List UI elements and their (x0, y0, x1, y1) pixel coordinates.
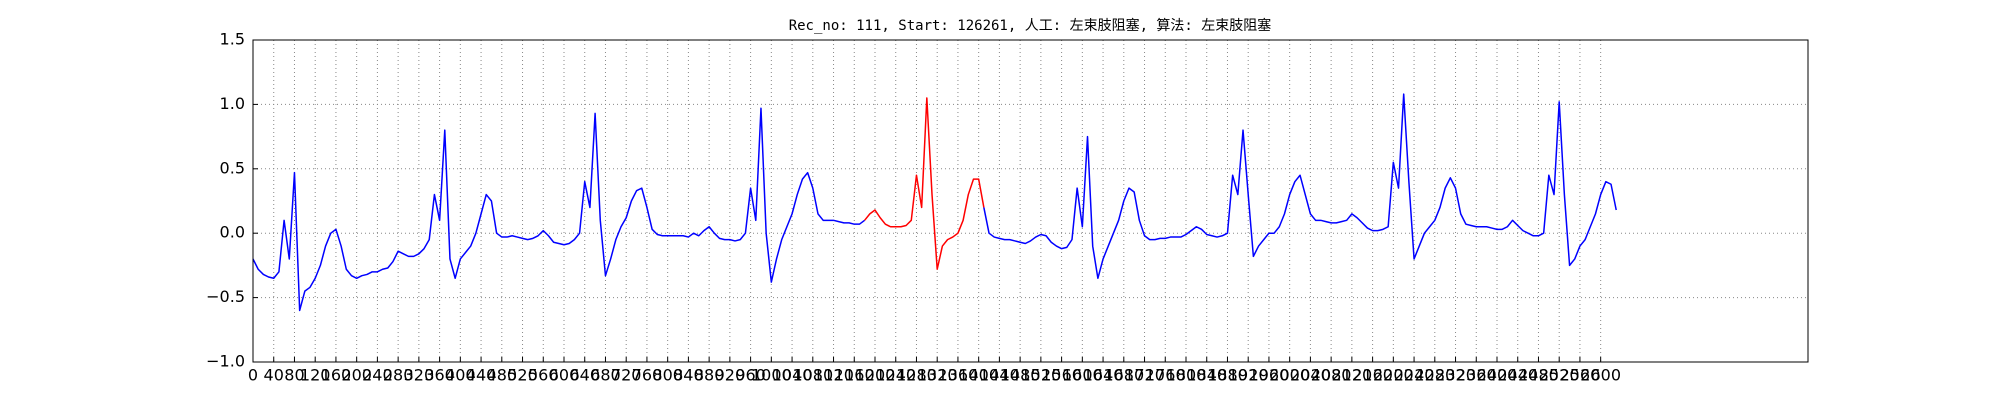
x-tick-label: 1960 (1249, 366, 1290, 385)
x-tick-label: 2200 (1373, 366, 1414, 385)
x-tick-label: 600 (549, 366, 580, 385)
x-tick-label: 520 (507, 366, 538, 385)
x-tick-label: 160 (321, 366, 352, 385)
x-tick-label: 1920 (1228, 366, 1269, 385)
x-tick-label: 1800 (1166, 366, 1207, 385)
x-tick-label: 1400 (958, 366, 999, 385)
x-tick-label: 1360 (938, 366, 979, 385)
x-tick-label: 2080 (1311, 366, 1352, 385)
x-tick-label: 1440 (979, 366, 1020, 385)
x-tick-label: 80 (284, 366, 304, 385)
x-tick-label: 1840 (1186, 366, 1227, 385)
x-tick-label: 1720 (1124, 366, 1165, 385)
x-tick-label: 800 (652, 366, 683, 385)
x-tick-label: 1000 (751, 366, 792, 385)
x-tick-label: 1200 (855, 366, 896, 385)
x-tick-label: 2120 (1332, 366, 1373, 385)
x-tick-label: 960 (735, 366, 766, 385)
x-tick-label: 200 (341, 366, 372, 385)
x-tick-label: 840 (673, 366, 704, 385)
x-tick-label: 1040 (772, 366, 813, 385)
x-tick-label: 760 (632, 366, 663, 385)
x-tick-label: 120 (300, 366, 331, 385)
x-tick-label: 360 (424, 366, 455, 385)
x-tick-label: 2400 (1477, 366, 1518, 385)
series-line (864, 97, 985, 271)
y-tick-label: −1.0 (206, 352, 245, 371)
x-tick-label: 1520 (1021, 366, 1062, 385)
x-tick-label: 480 (487, 366, 518, 385)
x-tick-label: 2000 (1269, 366, 1310, 385)
x-tick-label: 2160 (1352, 366, 1393, 385)
y-tick-label: 0.5 (220, 158, 245, 177)
y-tick-label: −0.5 (206, 287, 245, 306)
x-tick-label: 1760 (1145, 366, 1186, 385)
x-tick-label: 1600 (1062, 366, 1103, 385)
x-tick-label: 2320 (1435, 366, 1476, 385)
x-tick-label: 2240 (1394, 366, 1435, 385)
series-line (252, 107, 866, 312)
series-line (983, 93, 1617, 280)
x-tick-label: 640 (569, 366, 600, 385)
x-tick-label: 280 (383, 366, 414, 385)
x-tick-label: 1080 (792, 366, 833, 385)
x-tick-label: 1680 (1103, 366, 1144, 385)
x-tick-label: 2040 (1290, 366, 1331, 385)
x-tick-label: 2520 (1539, 366, 1580, 385)
x-tick-label: 320 (404, 366, 435, 385)
x-tick-label: 1240 (875, 366, 916, 385)
x-tick-label: 720 (611, 366, 642, 385)
x-tick-label: 1320 (917, 366, 958, 385)
plot-frame (252, 39, 1809, 363)
x-tick-label: 0 (248, 366, 258, 385)
x-tick-label: 1880 (1207, 366, 1248, 385)
x-tick-label: 400 (445, 366, 476, 385)
x-tick-label: 440 (466, 366, 497, 385)
x-tick-label: 1120 (813, 366, 854, 385)
x-tick-label: 240 (362, 366, 393, 385)
x-tick-label: 1640 (1083, 366, 1124, 385)
x-tick-label: 2360 (1456, 366, 1497, 385)
x-tick-label: 2440 (1497, 366, 1538, 385)
y-tick-label: 1.0 (220, 94, 245, 113)
x-tick-label: 920 (715, 366, 746, 385)
x-tick-label: 2560 (1560, 366, 1601, 385)
x-tick-label: 1480 (1000, 366, 1041, 385)
y-tick-label: 1.5 (220, 30, 245, 49)
x-tick-label: 40 (264, 366, 284, 385)
x-tick-label: 2480 (1518, 366, 1559, 385)
x-tick-label: 2280 (1414, 366, 1455, 385)
y-tick-label: 0.0 (220, 223, 245, 242)
x-tick-label: 680 (590, 366, 621, 385)
x-tick-label: 2600 (1580, 366, 1621, 385)
x-tick-label: 560 (528, 366, 559, 385)
chart-title: Rec_no: 111, Start: 126261, 人工: 左束肢阻塞, 算… (789, 17, 1272, 34)
x-tick-label: 1160 (834, 366, 875, 385)
x-tick-label: 1280 (896, 366, 937, 385)
x-tick-label: 880 (694, 366, 725, 385)
x-tick-label: 1560 (1041, 366, 1082, 385)
